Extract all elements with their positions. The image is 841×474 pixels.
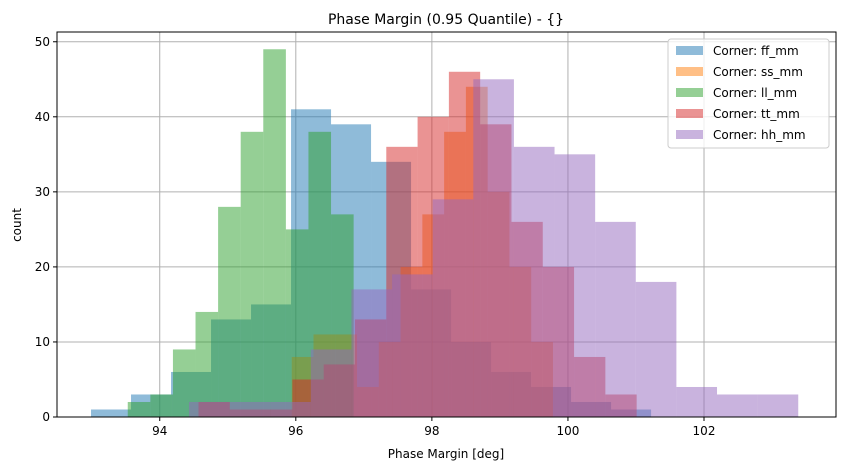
histogram-bar [285, 229, 309, 417]
y-tick-label: 20 [35, 260, 50, 274]
plot-frame [56, 31, 837, 418]
legend-swatch [676, 130, 703, 139]
legend-swatch [676, 67, 703, 76]
histogram-bar [150, 394, 173, 417]
legend-label: Corner: ll_mm [713, 86, 797, 100]
legend-label: Corner: ss_mm [713, 65, 803, 79]
histogram-bar [218, 206, 241, 417]
legend-swatch [676, 109, 703, 118]
histogram-bar [717, 394, 758, 417]
x-axis-label: Phase Margin [deg] [388, 447, 504, 461]
legend-label: Corner: ff_mm [713, 44, 799, 58]
histogram-bar [127, 401, 151, 417]
y-tick-label: 10 [35, 335, 50, 349]
legend: Corner: ff_mm Corner: ss_mm Corner: ll_mm C… [667, 38, 830, 149]
legend-frame [667, 38, 830, 149]
series-cornerll_mm [127, 49, 354, 418]
histogram-bar [392, 274, 433, 417]
histogram-bar [188, 401, 230, 417]
chart-title: Phase Margin (0.95 Quantile) - {} [328, 12, 564, 28]
x-tick-label: 98 [424, 424, 439, 438]
x-tick-label: 96 [288, 424, 303, 438]
histogram-bar [229, 401, 271, 417]
legend-label: Corner: tt_mm [713, 107, 800, 121]
x-tick-label: 102 [693, 424, 716, 438]
legend-swatch [676, 46, 703, 55]
x-tick-label: 100 [556, 424, 579, 438]
y-axis-label: count [10, 208, 24, 242]
y-tick-label: 40 [35, 110, 50, 124]
histogram-bar [676, 386, 718, 417]
histogram-bar [635, 281, 677, 417]
histogram-bar [595, 221, 636, 417]
histogram-bar [308, 131, 332, 417]
histogram-bar [195, 311, 219, 417]
x-tick-label: 94 [152, 424, 167, 438]
legend-label: Corner: hh_mm [713, 128, 806, 142]
histogram-bar [757, 394, 799, 417]
y-tick-label: 50 [35, 35, 50, 49]
histogram-bar [473, 79, 514, 417]
histogram-bar [432, 199, 474, 417]
histogram-bar [270, 401, 311, 417]
legend-swatch [676, 88, 703, 97]
series-cornerhh_mm [188, 79, 799, 417]
x-axis-ticks: 94 96 98 100 102 [152, 417, 715, 438]
histogram-bar [263, 49, 286, 418]
histogram-bar [310, 349, 352, 417]
y-axis-ticks: 0 10 20 30 40 50 [35, 35, 57, 424]
histogram-bar [554, 154, 596, 417]
histogram-bar [91, 409, 132, 417]
histogram-bars [91, 49, 799, 418]
histogram-bar [172, 349, 196, 417]
histogram-bar [351, 289, 393, 417]
histogram-bar [240, 131, 264, 417]
histogram-bar [513, 146, 555, 417]
y-tick-label: 30 [35, 185, 50, 199]
y-tick-label: 0 [42, 410, 50, 424]
